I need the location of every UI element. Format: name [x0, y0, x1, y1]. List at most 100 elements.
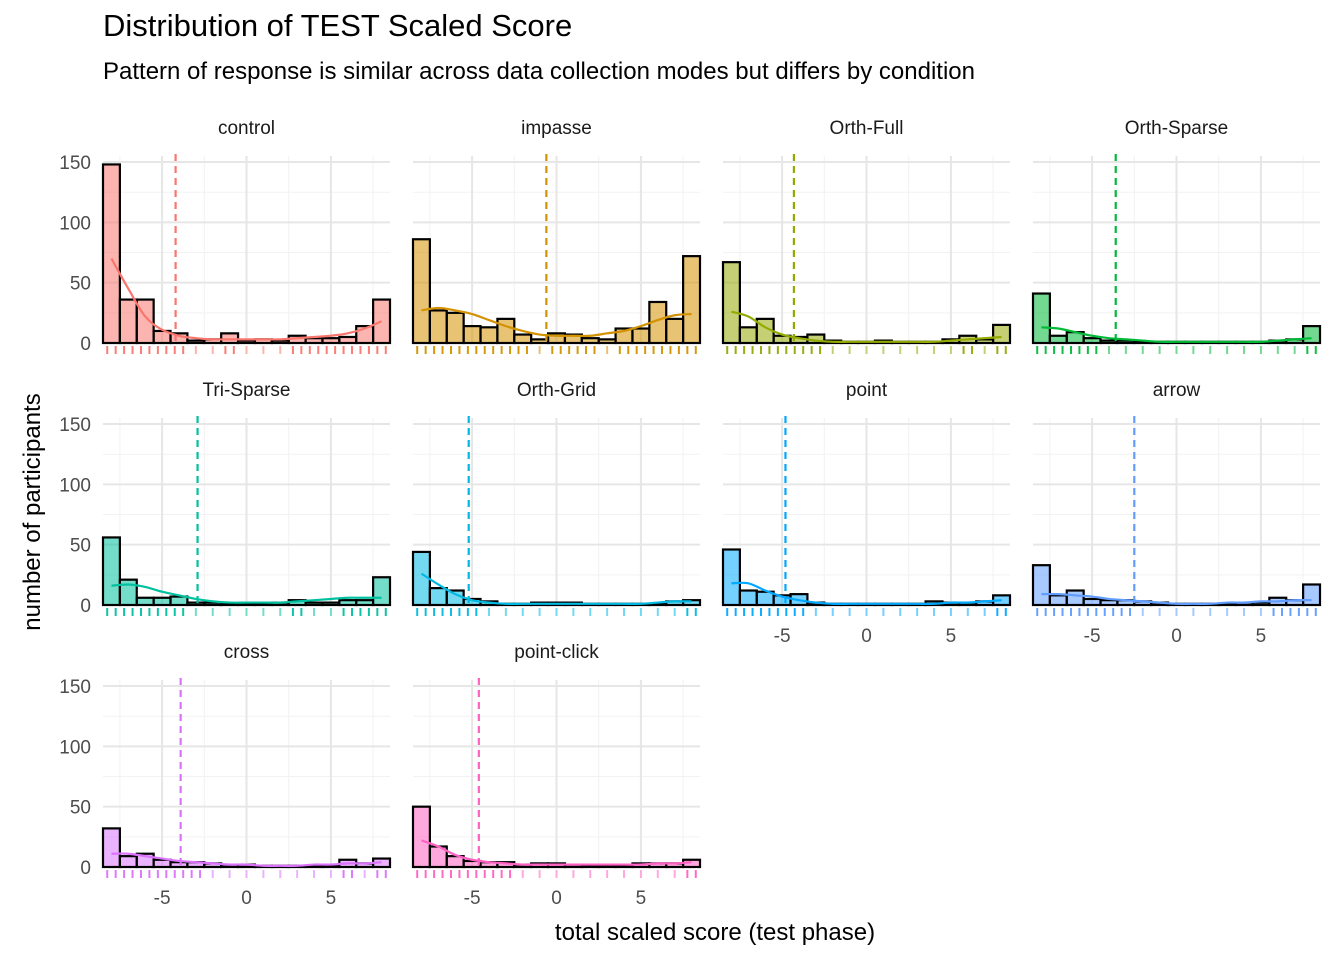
histogram-bar — [304, 601, 324, 607]
histogram-bar — [253, 602, 273, 607]
histogram-bar — [220, 602, 240, 607]
y-tick-label: 150 — [59, 415, 91, 436]
histogram-bar — [411, 805, 431, 869]
histogram-bar — [1099, 599, 1119, 607]
density-line — [421, 306, 692, 338]
y-axis-title: number of participants — [19, 393, 46, 630]
histogram-bar — [1048, 594, 1068, 607]
y-tick-label: 50 — [70, 274, 91, 295]
y-tick-label: 150 — [59, 153, 91, 174]
histogram-bar — [321, 601, 341, 607]
density-line — [110, 258, 382, 341]
histogram-bar — [101, 827, 121, 869]
facet-label-orth-sparse: Orth-Sparse — [1125, 118, 1228, 139]
histogram-bar — [721, 548, 741, 607]
x-tick-label: 0 — [551, 888, 562, 909]
histogram-bar — [614, 864, 634, 869]
x-tick-label: -5 — [464, 888, 481, 909]
histogram-bar — [597, 338, 617, 345]
facet-label-point-click: point-click — [514, 642, 599, 663]
histogram-bar — [738, 326, 758, 345]
x-tick-label: -5 — [774, 626, 791, 647]
x-tick-label: 5 — [1256, 626, 1267, 647]
histogram-bar — [101, 536, 121, 607]
x-tick-label: 5 — [946, 626, 957, 647]
density-line — [731, 310, 1002, 343]
histogram-bar — [304, 337, 324, 345]
density-line — [111, 852, 382, 867]
histogram-bar — [1048, 334, 1068, 345]
x-tick-label: -5 — [154, 888, 171, 909]
histogram-bar — [445, 311, 465, 345]
histogram-bar — [1065, 589, 1085, 607]
y-tick-label: 150 — [59, 677, 91, 698]
density-line — [420, 572, 692, 605]
histogram-bar — [270, 339, 290, 345]
histogram-bar — [975, 338, 995, 345]
histogram-bar — [1251, 601, 1271, 607]
histogram-bar — [1302, 325, 1322, 345]
histogram-bar — [152, 596, 172, 607]
y-tick-label: 0 — [80, 334, 91, 355]
chart-subtitle: Pattern of response is similar across da… — [103, 58, 975, 85]
x-axis-title: total scaled score (test phase) — [555, 919, 875, 946]
histogram-bar — [1031, 564, 1051, 607]
y-tick-label: 50 — [70, 536, 91, 557]
x-tick-label: 5 — [326, 888, 337, 909]
histogram-bar — [513, 333, 533, 345]
histogram-bar — [682, 599, 702, 607]
density-line — [111, 583, 382, 604]
density-line — [731, 581, 1002, 605]
histogram-bar — [462, 325, 482, 345]
facet-label-impasse: impasse — [521, 118, 592, 139]
y-tick-label: 0 — [80, 858, 91, 879]
y-tick-label: 100 — [59, 737, 91, 758]
histogram-bar — [118, 298, 138, 345]
x-tick-label: 0 — [861, 626, 872, 647]
histogram-bar — [101, 163, 121, 345]
histogram-bar — [186, 339, 206, 345]
facet-label-cross: cross — [224, 642, 269, 663]
histogram-bar — [1031, 292, 1051, 345]
y-tick-label: 0 — [80, 596, 91, 617]
y-tick-label: 100 — [59, 475, 91, 496]
histogram-bar — [411, 238, 431, 345]
histogram-bar — [236, 339, 257, 345]
histogram-bar — [118, 855, 138, 869]
histogram-bar — [580, 337, 600, 345]
histogram-bar — [665, 317, 685, 345]
histogram-bar — [338, 599, 358, 607]
histogram-bar — [597, 864, 617, 869]
density-line — [1041, 592, 1312, 605]
histogram-bar — [738, 589, 758, 607]
histogram-bar — [169, 595, 189, 607]
histogram-bar — [1082, 597, 1102, 607]
histogram-bar — [428, 309, 448, 345]
x-tick-label: -5 — [1084, 626, 1101, 647]
histogram-bar — [479, 326, 499, 345]
histogram-bar — [118, 578, 138, 607]
histogram-bar — [496, 317, 516, 345]
facet-label-point: point — [846, 380, 888, 401]
density-line — [421, 839, 692, 866]
histogram-bar — [1302, 583, 1322, 607]
histogram-bar — [682, 255, 702, 345]
x-tick-label: 0 — [1171, 626, 1182, 647]
facet-label-orth-grid: Orth-Grid — [517, 380, 596, 401]
histogram-bar — [321, 337, 341, 345]
y-tick-label: 50 — [70, 798, 91, 819]
facet-label-control: control — [218, 118, 275, 139]
histogram-bar — [1116, 339, 1136, 345]
histogram-bar — [992, 323, 1012, 345]
histogram-bar — [152, 858, 172, 869]
facet-label-orth-full: Orth-Full — [830, 118, 904, 139]
histogram-bar — [236, 602, 257, 607]
histogram-bar — [372, 576, 392, 607]
histogram-bar — [721, 261, 741, 345]
chart-title: Distribution of TEST Scaled Score — [103, 8, 573, 43]
histogram-bar — [355, 599, 375, 607]
histogram-bar — [220, 332, 240, 345]
histogram-bar — [580, 864, 600, 869]
